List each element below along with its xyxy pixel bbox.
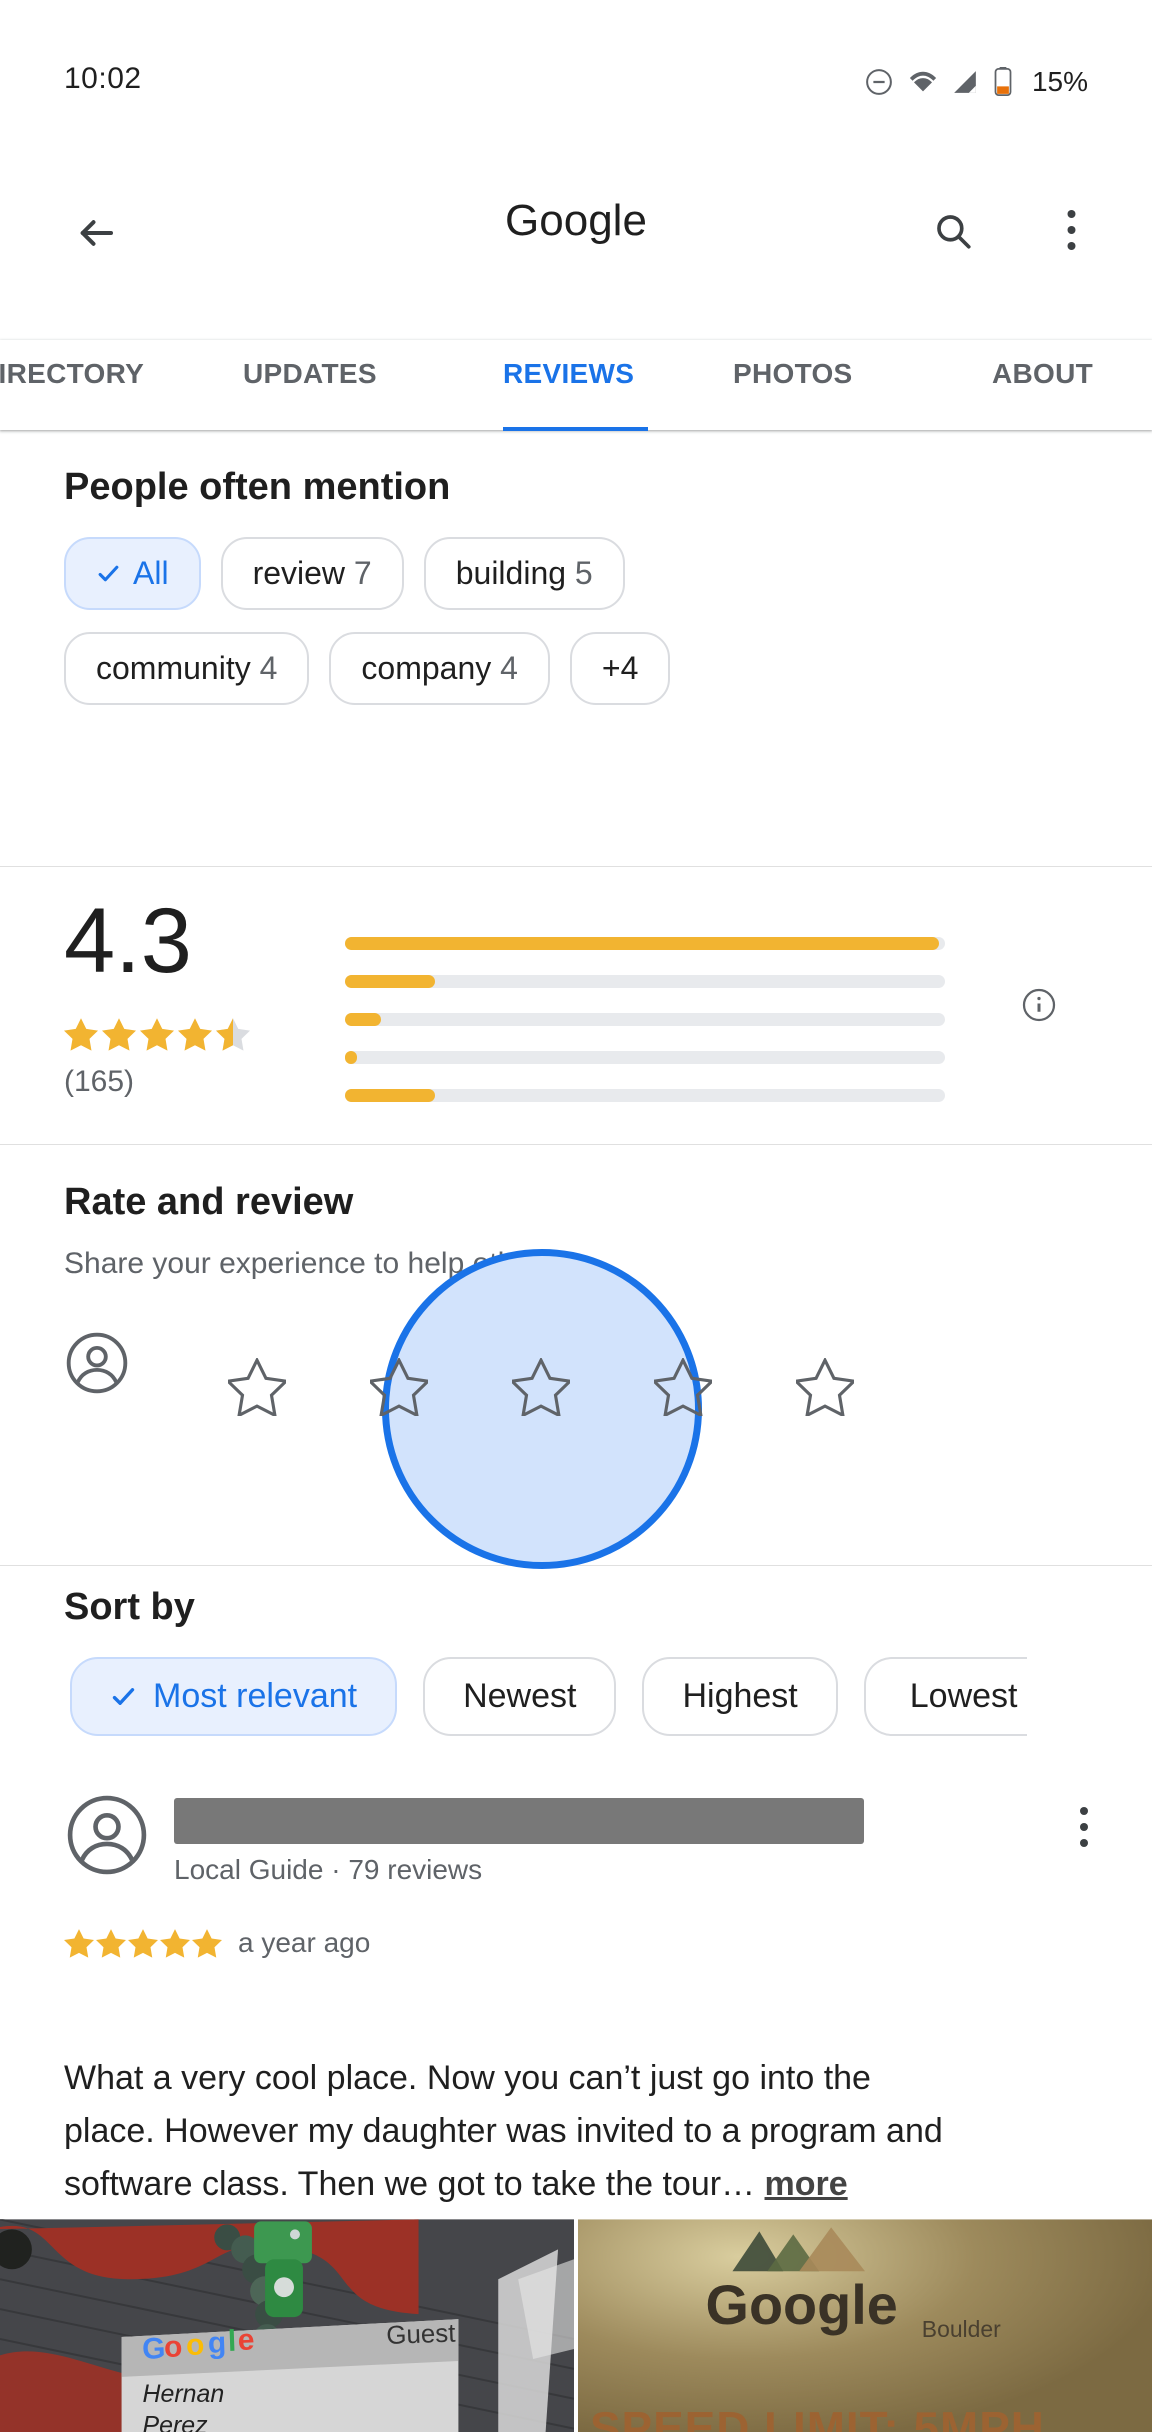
- svg-text:g: g: [207, 2326, 226, 2360]
- svg-text:Hernan: Hernan: [143, 2380, 225, 2408]
- svg-text:Perez: Perez: [143, 2412, 209, 2432]
- svg-text:o: o: [164, 2330, 183, 2364]
- svg-text:SPEED LIMIT: 5MPH: SPEED LIMIT: 5MPH: [590, 2403, 1045, 2432]
- svg-text:e: e: [237, 2324, 255, 2358]
- svg-text:l: l: [227, 2325, 236, 2358]
- svg-text:o: o: [185, 2328, 204, 2362]
- svg-text:Boulder: Boulder: [922, 2316, 1001, 2342]
- svg-text:Google: Google: [706, 2273, 898, 2336]
- svg-text:Guest: Guest: [386, 2320, 456, 2350]
- svg-text:G: G: [142, 2332, 166, 2366]
